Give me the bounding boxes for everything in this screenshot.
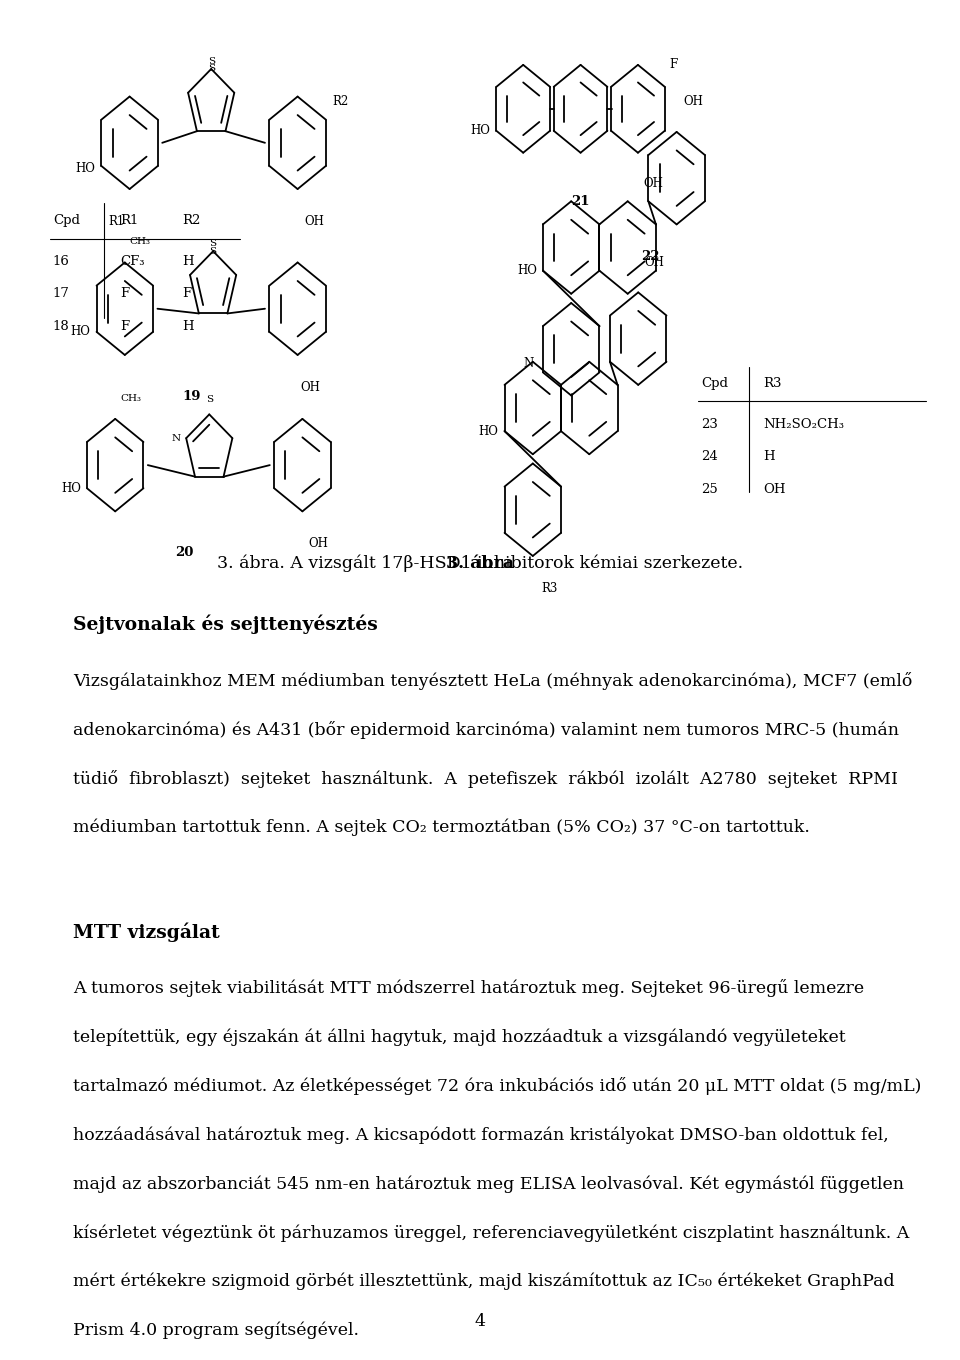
- Text: hozzáadásával határoztuk meg. A kicsapódott formazán kristályokat DMSO-ban oldot: hozzáadásával határoztuk meg. A kicsapód…: [73, 1126, 889, 1144]
- Text: 22: 22: [641, 250, 660, 264]
- Text: Cpd: Cpd: [701, 377, 728, 390]
- Text: NH₂SO₂CH₃: NH₂SO₂CH₃: [763, 418, 844, 431]
- Text: 23: 23: [701, 418, 718, 431]
- Text: R2: R2: [332, 95, 348, 107]
- Text: OH: OH: [309, 537, 328, 551]
- Text: R1: R1: [120, 214, 138, 227]
- Text: S: S: [207, 64, 215, 73]
- Text: N: N: [171, 434, 180, 442]
- Text: S: S: [207, 57, 215, 67]
- Text: H: H: [182, 254, 194, 268]
- Text: Sejtvonalak és sejttenyésztés: Sejtvonalak és sejttenyésztés: [73, 615, 377, 634]
- Text: S: S: [209, 239, 217, 249]
- Text: R3: R3: [763, 377, 781, 390]
- Text: F: F: [120, 287, 130, 301]
- Text: H: H: [182, 320, 194, 333]
- Text: majd az abszorbanciát 545 nm-en határoztuk meg ELISA leolvasóval. Két egymástól : majd az abszorbanciát 545 nm-en határozt…: [73, 1175, 904, 1193]
- Text: 25: 25: [701, 483, 717, 496]
- Text: R1: R1: [108, 215, 125, 228]
- Text: N: N: [523, 356, 534, 370]
- Text: telepítettük, egy éjszakán át állni hagytuk, majd hozzáadtuk a vizsgálandó vegyü: telepítettük, egy éjszakán át állni hagy…: [73, 1028, 846, 1046]
- Text: CH₃: CH₃: [120, 393, 141, 403]
- Text: tartalmazó médiumot. Az életképességet 72 óra inkubációs idő után 20 μL MTT olda: tartalmazó médiumot. Az életképességet 7…: [73, 1077, 922, 1095]
- Text: OH: OH: [763, 483, 785, 496]
- Text: HO: HO: [71, 325, 90, 339]
- Text: S: S: [209, 246, 217, 256]
- Text: CF₃: CF₃: [120, 254, 145, 268]
- Text: 3. ábra. A vizsgált 17β-HSD1 inhibitorok kémiai szerkezete.: 3. ábra. A vizsgált 17β-HSD1 inhibitorok…: [217, 555, 743, 573]
- Text: HO: HO: [479, 424, 498, 438]
- Text: 18: 18: [53, 320, 69, 333]
- Text: Prism 4.0 program segítségével.: Prism 4.0 program segítségével.: [73, 1322, 359, 1340]
- Text: F: F: [669, 58, 677, 71]
- Text: mért értékekre szigmoid görbét illesztettünk, majd kiszámítottuk az IC₅₀ értékek: mért értékekre szigmoid görbét illesztet…: [73, 1273, 895, 1291]
- Text: MTT vizsgálat: MTT vizsgálat: [73, 922, 220, 941]
- Text: Vizsgálatainkhoz MEM médiumban tenyésztett HeLa (méhnyak adenokarcinóma), MCF7 (: Vizsgálatainkhoz MEM médiumban tenyészte…: [73, 672, 912, 690]
- Text: 24: 24: [701, 450, 717, 464]
- Text: F: F: [182, 287, 192, 301]
- Text: HO: HO: [61, 481, 81, 495]
- Text: kísérletet végeztünk öt párhuzamos üreggel, referenciavegyületként ciszplatint h: kísérletet végeztünk öt párhuzamos üregg…: [73, 1224, 909, 1242]
- Text: R3: R3: [540, 582, 558, 594]
- Text: OH: OH: [300, 381, 321, 394]
- Text: H: H: [763, 450, 775, 464]
- Text: 3. ábra: 3. ábra: [446, 555, 514, 571]
- Text: HO: HO: [76, 162, 95, 174]
- Text: OH: OH: [644, 256, 664, 269]
- Text: OH: OH: [643, 177, 663, 190]
- Text: R2: R2: [182, 214, 201, 227]
- Text: 21: 21: [571, 194, 589, 208]
- Text: HO: HO: [470, 124, 491, 137]
- Text: F: F: [120, 320, 130, 333]
- Text: OH: OH: [304, 215, 324, 228]
- Text: S: S: [205, 394, 213, 404]
- Text: A tumoros sejtek viabilitását MTT módszerrel határoztuk meg. Sejteket 96-üregű l: A tumoros sejtek viabilitását MTT módsze…: [73, 979, 864, 997]
- Text: tüdiő  fibroblaszt)  sejteket  használtunk.  A  petefiszek  rákból  izolált  A27: tüdiő fibroblaszt) sejteket használtunk.…: [73, 770, 898, 787]
- Text: 19: 19: [182, 390, 202, 403]
- Text: médiumban tartottuk fenn. A sejtek CO₂ termoztátban (5% CO₂) 37 °C-on tartottuk.: médiumban tartottuk fenn. A sejtek CO₂ t…: [73, 819, 810, 836]
- Text: Cpd: Cpd: [53, 214, 80, 227]
- Text: 17: 17: [53, 287, 70, 301]
- Text: HO: HO: [517, 264, 537, 277]
- Text: 4: 4: [474, 1314, 486, 1330]
- Text: CH₃: CH₃: [130, 237, 151, 246]
- Text: 16: 16: [53, 254, 70, 268]
- Text: adenokarcinóma) és A431 (bőr epidermoid karcinóma) valamint nem tumoros MRC-5 (h: adenokarcinóma) és A431 (bőr epidermoid …: [73, 721, 899, 738]
- Text: OH: OH: [683, 95, 703, 109]
- Text: 20: 20: [175, 547, 194, 559]
